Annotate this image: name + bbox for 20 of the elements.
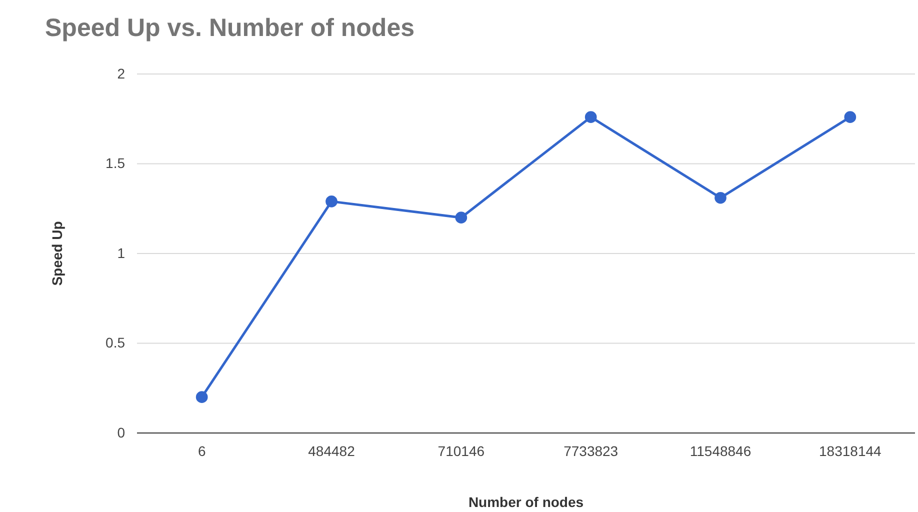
x-tick-label: 7733823: [564, 442, 618, 459]
y-axis-title: Speed Up: [49, 221, 65, 286]
x-tick-label: 484482: [308, 442, 356, 459]
x-tick-label: 6: [198, 442, 206, 459]
x-tick-label: 11548846: [690, 442, 752, 459]
point: [455, 212, 468, 224]
y-tick-label: 0: [117, 424, 126, 440]
point: [584, 111, 597, 123]
y-tick-label: 1: [117, 244, 126, 261]
y-tick-label: 2: [117, 65, 126, 82]
point: [844, 111, 856, 123]
x-tick-label: 710146: [438, 442, 485, 459]
point: [196, 391, 208, 404]
x-axis-title: Number of nodes: [468, 494, 584, 510]
y-tick-label: 1.5: [106, 155, 126, 172]
point: [714, 192, 726, 204]
y-tick-label: 0.5: [106, 334, 126, 351]
chart-title: Speed Up vs. Number of nodes: [45, 14, 415, 42]
x-tick-label: 18318144: [819, 442, 882, 459]
point: [326, 196, 338, 208]
